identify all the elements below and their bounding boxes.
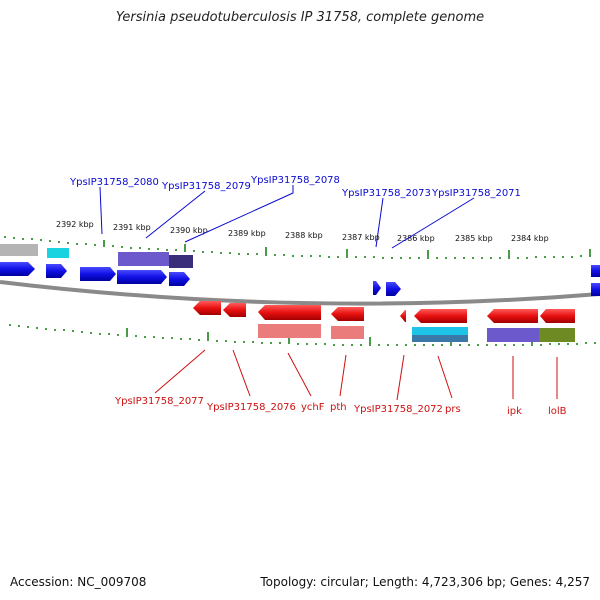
reverse-features xyxy=(258,324,575,342)
scale-label: 2386 kbp xyxy=(397,234,435,243)
scale-label: 2390 kbp xyxy=(170,226,208,235)
genome-backbone xyxy=(0,280,600,306)
gene-label[interactable]: YpsIP31758_2073 xyxy=(341,188,431,199)
gene-arrow-forward[interactable] xyxy=(591,283,600,296)
bottom-leader-lines xyxy=(154,349,558,401)
gene-label[interactable]: lolB xyxy=(548,406,567,417)
scale-label: 2385 kbp xyxy=(455,234,493,243)
gene-label[interactable]: YpsIP31758_2078 xyxy=(250,175,340,186)
gene-arrow-forward[interactable] xyxy=(80,267,116,281)
feature-bar-salmon xyxy=(258,324,321,338)
gene-label[interactable]: YpsIP31758_2077 xyxy=(114,396,204,407)
bottom-gene-labels: YpsIP31758_2077 YpsIP31758_2076 ychF pth… xyxy=(114,396,567,417)
feature-bar-salmon xyxy=(331,326,364,339)
gene-label[interactable]: YpsIP31758_2076 xyxy=(206,402,296,413)
gene-arrow-reverse[interactable] xyxy=(487,309,538,323)
scale-label: 2384 kbp xyxy=(511,234,549,243)
genome-title: Yersinia pseudotuberculosis IP 31758, co… xyxy=(115,10,485,25)
scale-label: 2389 kbp xyxy=(228,229,266,238)
scale-labels: 2392 kbp 2391 kbp 2390 kbp 2389 kbp 2388… xyxy=(56,220,549,243)
forward-genes xyxy=(0,262,600,296)
topology-text: Topology: circular; Length: 4,723,306 bp… xyxy=(260,575,590,589)
top-leader-lines xyxy=(99,185,475,249)
gene-arrow-forward[interactable] xyxy=(46,264,67,278)
scale-label: 2392 kbp xyxy=(56,220,94,229)
gene-label[interactable]: prs xyxy=(445,404,461,415)
gene-arrow-forward[interactable] xyxy=(386,282,401,296)
feature-bar-purple xyxy=(487,328,539,342)
feature-bar-purple xyxy=(118,252,169,266)
gene-label[interactable]: ychF xyxy=(301,402,325,413)
feature-bar-olive xyxy=(539,328,575,342)
forward-features xyxy=(0,244,193,268)
gene-arrow-reverse[interactable] xyxy=(258,305,321,320)
gene-label[interactable]: pth xyxy=(330,402,347,413)
gene-label[interactable]: YpsIP31758_2079 xyxy=(161,181,251,192)
gene-arrow-reverse[interactable] xyxy=(414,309,467,323)
gene-arrow-forward[interactable] xyxy=(0,262,35,276)
gene-label[interactable]: YpsIP31758_2071 xyxy=(431,188,521,199)
feature-bar-steel xyxy=(412,335,468,342)
accession-text: Accession: NC_009708 xyxy=(10,575,147,589)
gene-arrow-reverse[interactable] xyxy=(540,309,575,323)
feature-bar-gray xyxy=(0,244,38,256)
feature-bar-darkpurple xyxy=(169,255,193,268)
gene-label[interactable]: YpsIP31758_2072 xyxy=(353,404,443,415)
gene-arrow-forward[interactable] xyxy=(117,270,167,284)
gene-arrow-reverse[interactable] xyxy=(400,310,406,322)
gene-arrow-reverse[interactable] xyxy=(331,307,364,321)
gene-arrow-forward[interactable] xyxy=(373,281,381,295)
top-gene-labels: YpsIP31758_2080 YpsIP31758_2079 YpsIP317… xyxy=(69,175,521,199)
gene-label[interactable]: ipk xyxy=(507,406,522,417)
gene-arrow-forward[interactable] xyxy=(169,272,190,286)
gene-arrow-reverse[interactable] xyxy=(223,303,246,317)
top-tick-row xyxy=(4,236,591,259)
feature-bar-cyan xyxy=(412,327,468,335)
scale-label: 2388 kbp xyxy=(285,231,323,240)
scale-label: 2391 kbp xyxy=(113,223,151,232)
reverse-genes xyxy=(193,301,575,323)
gene-arrow-reverse[interactable] xyxy=(193,301,221,315)
bottom-tick-row xyxy=(9,324,596,346)
feature-bar-cyan xyxy=(47,248,69,258)
scale-label: 2387 kbp xyxy=(342,233,380,242)
gene-arrow-forward[interactable] xyxy=(591,265,600,277)
gene-label[interactable]: YpsIP31758_2080 xyxy=(69,177,159,188)
